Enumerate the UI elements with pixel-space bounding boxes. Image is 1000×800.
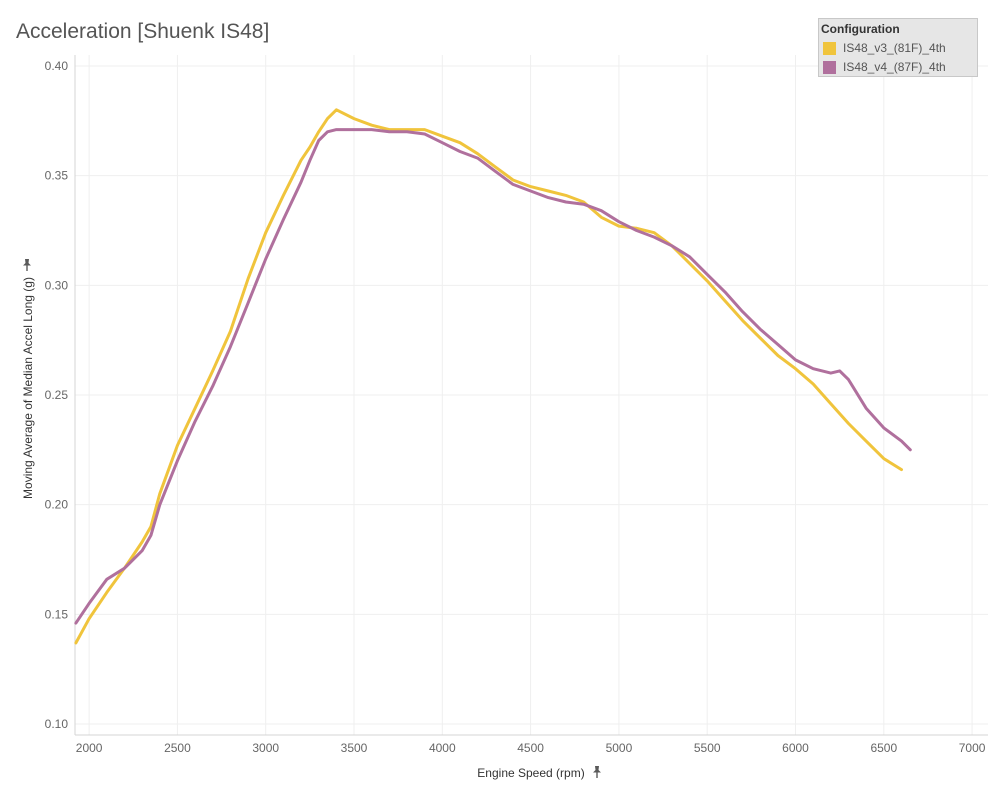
- x-tick-label: 3000: [252, 741, 279, 755]
- series-lines: [74, 108, 912, 645]
- legend-item-v3[interactable]: IS48_v3_(81F)_4th: [823, 40, 946, 56]
- y-tick-label: 0.15: [45, 607, 69, 621]
- legend-label: IS48_v3_(81F)_4th: [843, 41, 946, 55]
- x-tick-label: 4500: [517, 741, 544, 755]
- x-tick-label: 3500: [341, 741, 368, 755]
- tick-labels: 2000 2500 3000 3500 4000 4500 5000 5500 6000 6500…: [45, 59, 986, 755]
- legend-swatch: [823, 41, 836, 55]
- legend[interactable]: Configuration IS48_v3_(81F)_4th IS48_v4_…: [818, 18, 978, 77]
- y-tick-label: 0.20: [45, 498, 69, 512]
- axes: [74, 55, 988, 736]
- x-tick-label: 6000: [782, 741, 809, 755]
- x-tick-label: 5000: [606, 741, 633, 755]
- x-axis-label: Engine Speed (rpm): [477, 766, 584, 780]
- chart-title: Acceleration [Shuenk IS48]: [16, 20, 270, 43]
- y-tick-label: 0.35: [45, 169, 69, 183]
- pin-icon[interactable]: [590, 765, 604, 779]
- legend-item-v4[interactable]: IS48_v4_(87F)_4th: [823, 59, 946, 75]
- x-tick-label: 7000: [959, 741, 986, 755]
- grid-lines: [75, 55, 988, 735]
- y-tick-label: 0.40: [45, 59, 69, 73]
- legend-title: Configuration: [821, 22, 900, 36]
- legend-swatch: [823, 60, 836, 74]
- y-axis-label: Moving Average of Median Accel Long (g): [21, 277, 35, 499]
- pin-icon[interactable]: [20, 258, 34, 272]
- y-tick-label: 0.25: [45, 388, 69, 402]
- y-tick-label: 0.30: [45, 278, 69, 292]
- x-tick-label: 4000: [429, 741, 456, 755]
- x-tick-label: 6500: [870, 741, 897, 755]
- legend-label: IS48_v4_(87F)_4th: [843, 60, 946, 74]
- x-tick-label: 5500: [694, 741, 721, 755]
- x-tick-label: 2000: [76, 741, 103, 755]
- series-line-v3[interactable]: [74, 108, 903, 645]
- series-line-v4[interactable]: [74, 128, 912, 625]
- y-tick-label: 0.10: [45, 717, 69, 731]
- x-tick-label: 2500: [164, 741, 191, 755]
